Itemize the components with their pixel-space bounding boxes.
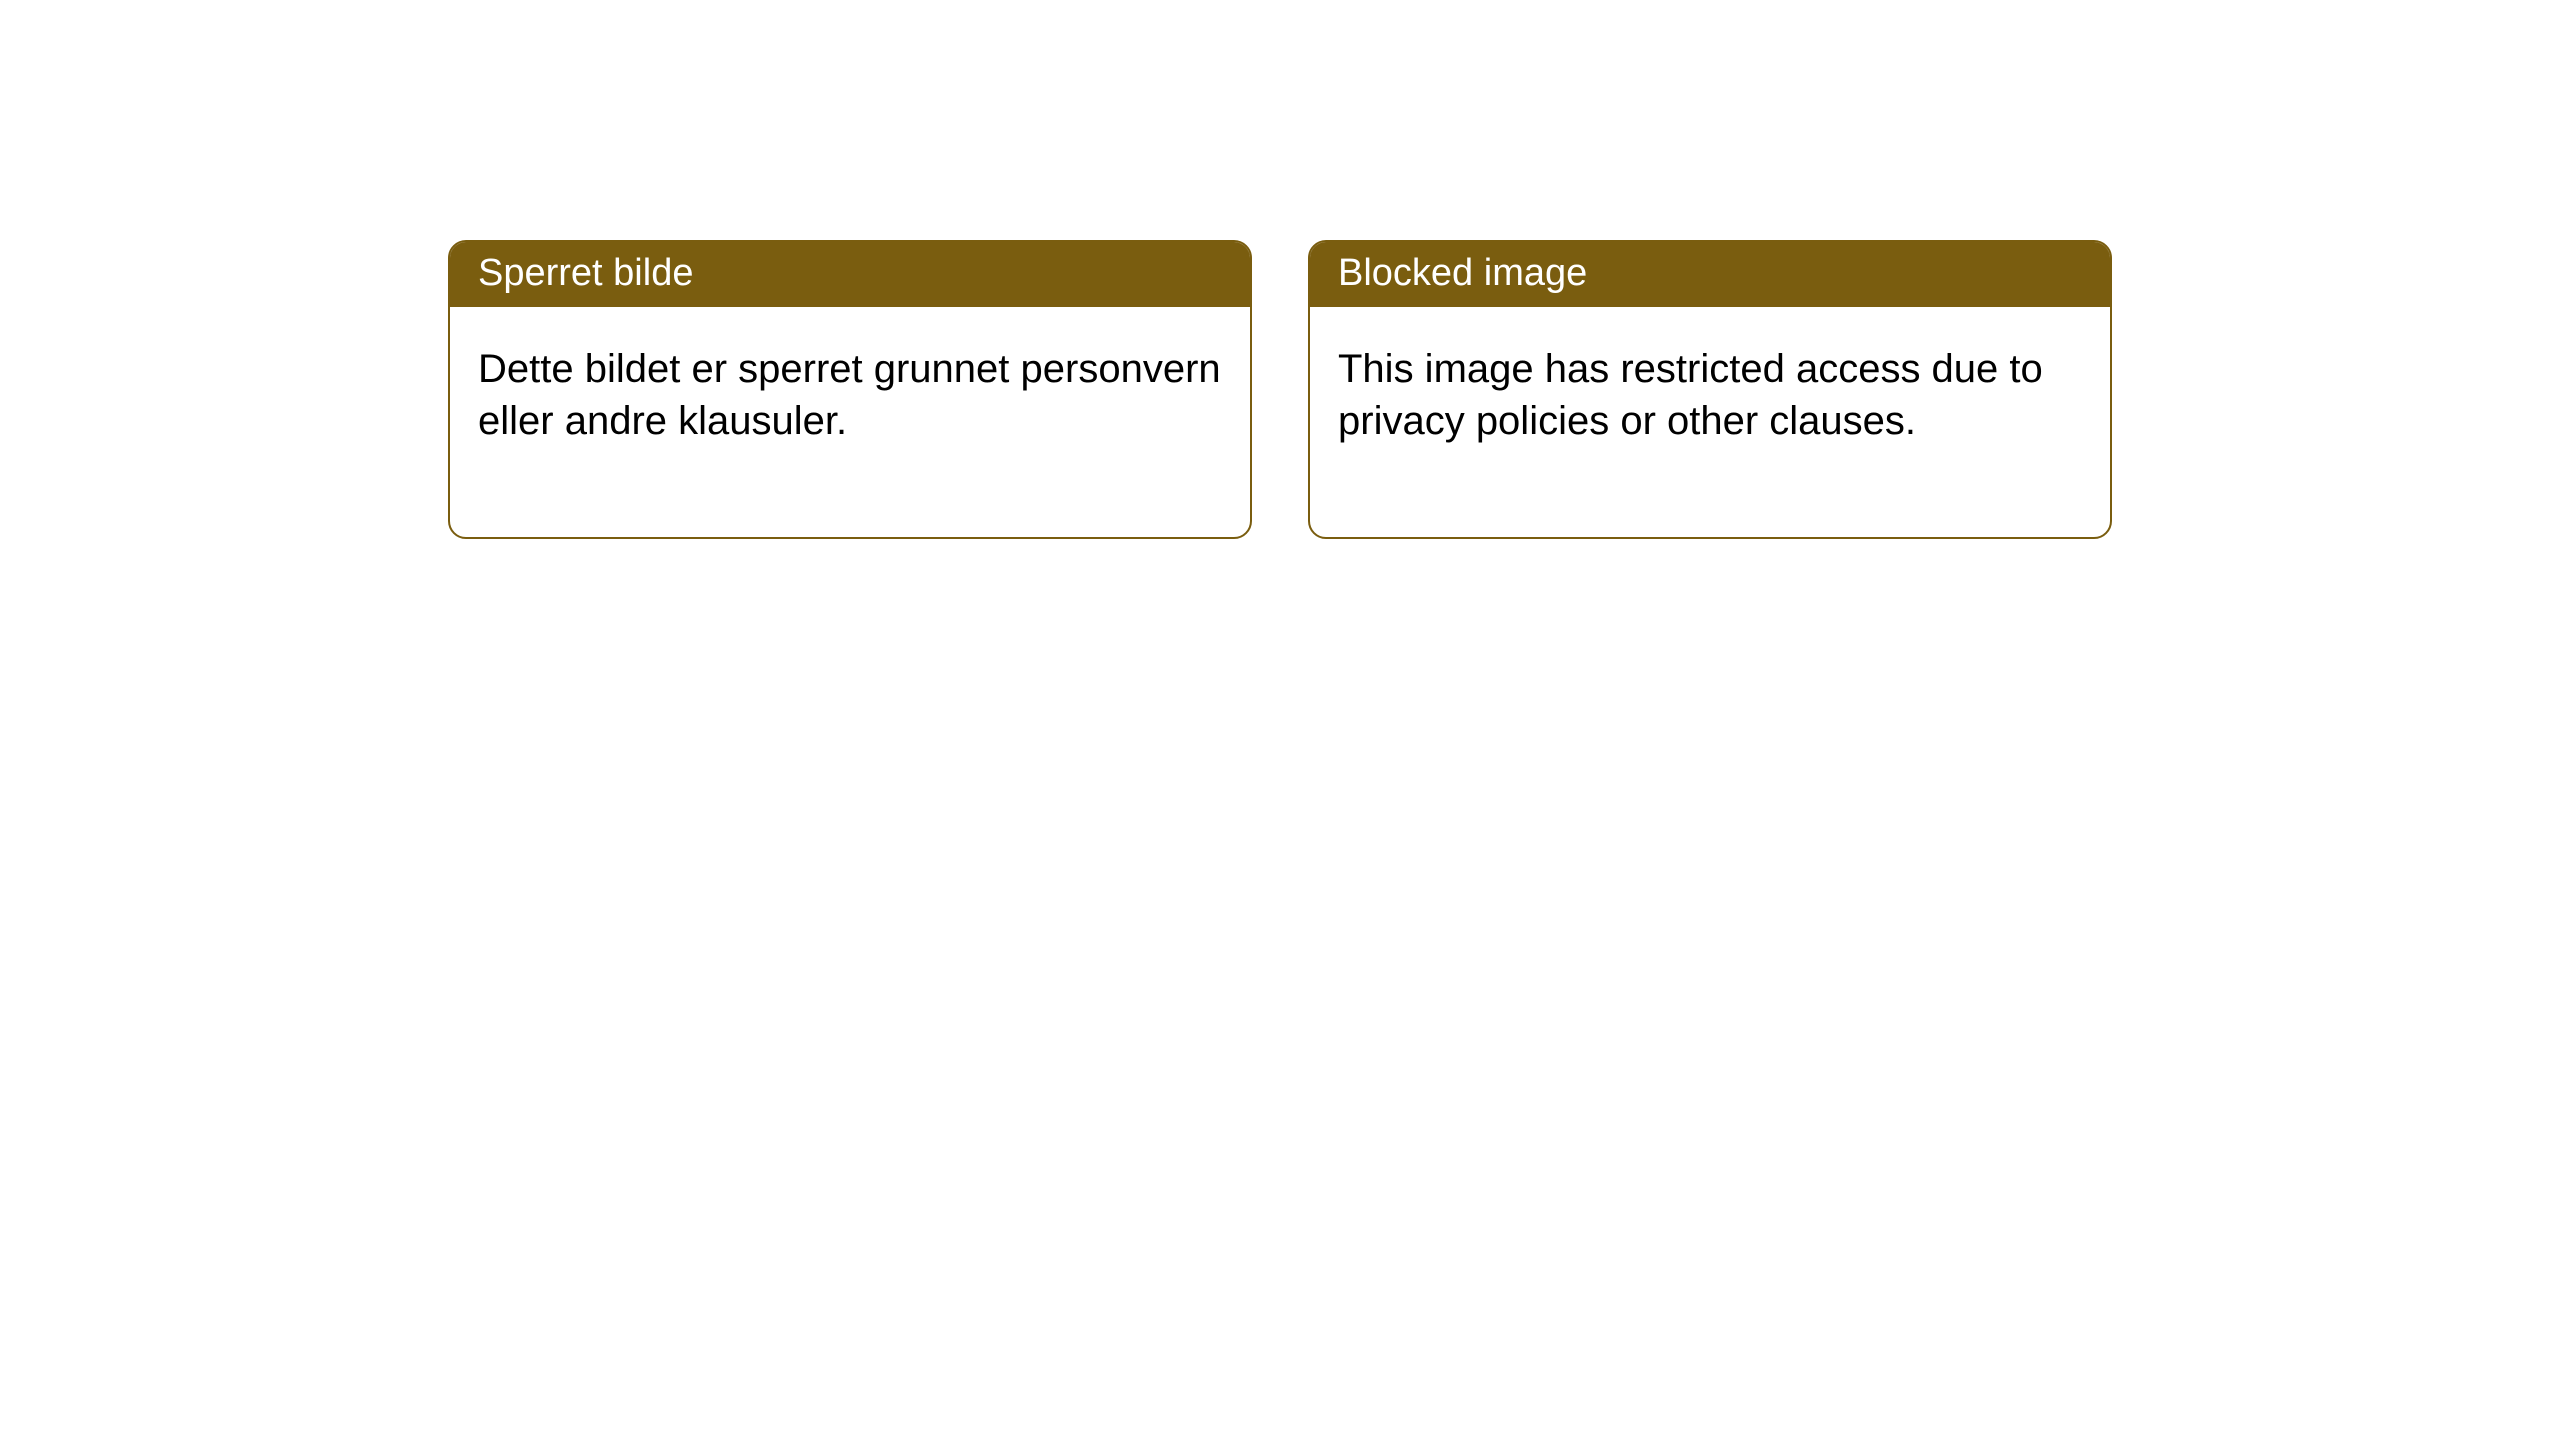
notice-container: Sperret bilde Dette bildet er sperret gr…: [0, 0, 2560, 539]
notice-card-body: Dette bildet er sperret grunnet personve…: [450, 307, 1250, 537]
notice-card-body: This image has restricted access due to …: [1310, 307, 2110, 537]
notice-card-english: Blocked image This image has restricted …: [1308, 240, 2112, 539]
notice-card-norwegian: Sperret bilde Dette bildet er sperret gr…: [448, 240, 1252, 539]
notice-card-title: Blocked image: [1310, 242, 2110, 307]
notice-card-title: Sperret bilde: [450, 242, 1250, 307]
